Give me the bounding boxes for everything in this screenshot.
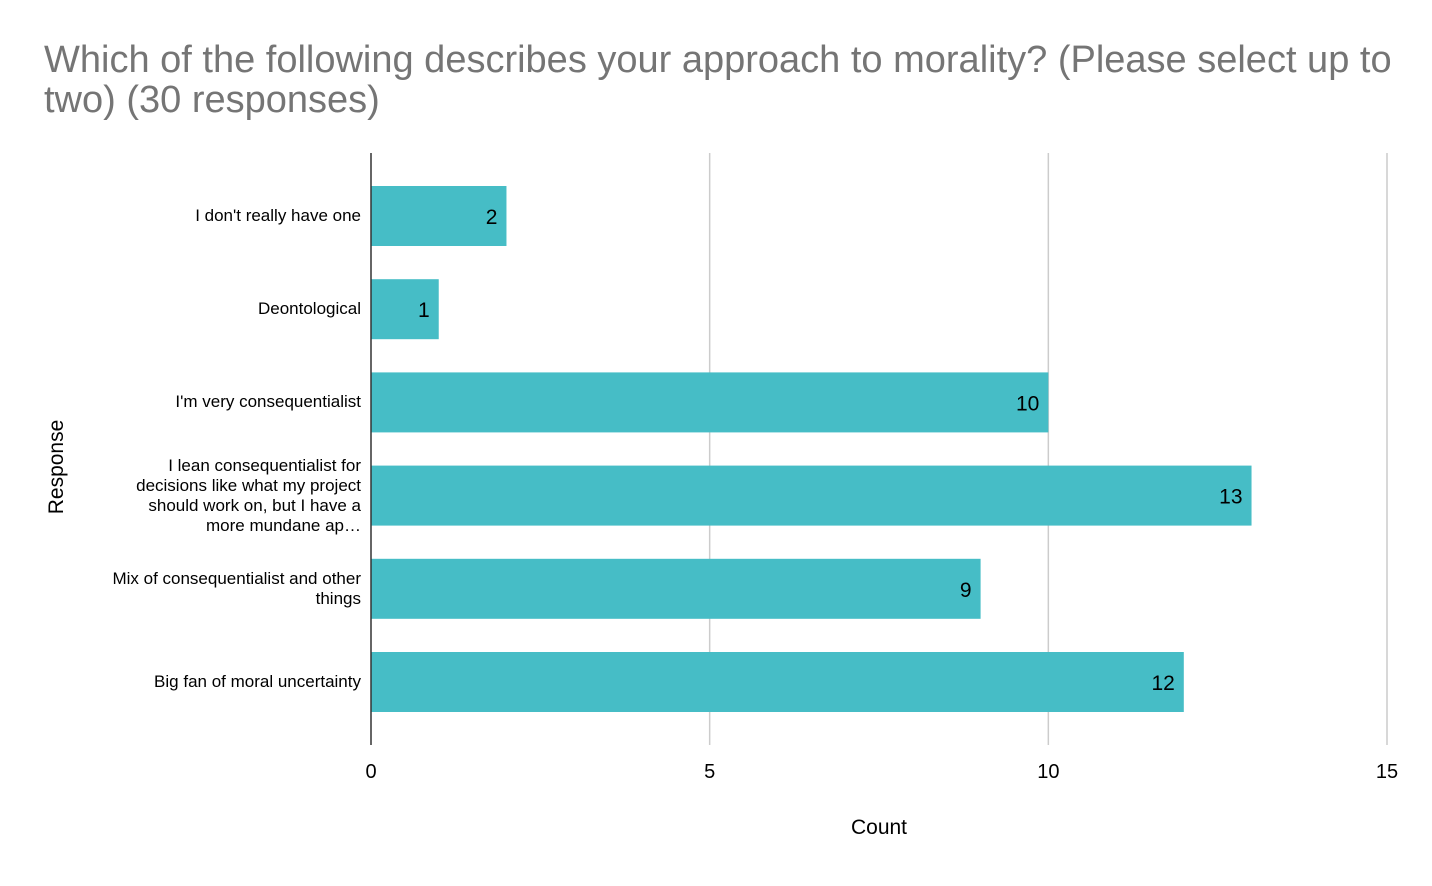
chart-title: Which of the following describes your ap…: [44, 39, 1392, 121]
bar-value-label: 10: [1016, 392, 1039, 415]
bar: [371, 558, 981, 619]
category-label: I lean consequentialist for decisions li…: [136, 455, 361, 535]
y-axis-title: Response: [45, 419, 68, 515]
category-label: Mix of consequentialist and other things: [112, 568, 361, 608]
bar-value-label: 13: [1219, 486, 1242, 509]
x-tick-label: 0: [365, 761, 376, 783]
category-label: Big fan of moral uncertainty: [154, 672, 361, 691]
bar: [371, 186, 507, 246]
x-tick-labels: 0 5 10 15: [365, 761, 1398, 783]
bar: [371, 465, 1252, 526]
bars: 2 1 10 13 9 12: [371, 186, 1252, 712]
bar: [371, 372, 1049, 433]
bar-value-label: 2: [486, 206, 498, 229]
x-tick-label: 5: [704, 761, 715, 783]
bar-value-label: 12: [1151, 672, 1174, 695]
category-label: I'm very consequentialist: [175, 392, 361, 412]
bar-value-label: 1: [418, 299, 430, 322]
bar-value-label: 9: [960, 579, 972, 602]
category-label: Deontological: [257, 299, 361, 319]
gridlines: [708, 153, 1388, 745]
x-tick-label: 15: [1376, 761, 1398, 783]
category-label: I don't really have one: [195, 206, 361, 225]
bar: [371, 652, 1184, 712]
bar: [371, 279, 439, 340]
x-tick-label: 10: [1037, 761, 1059, 783]
x-axis-title: Count: [850, 816, 908, 839]
